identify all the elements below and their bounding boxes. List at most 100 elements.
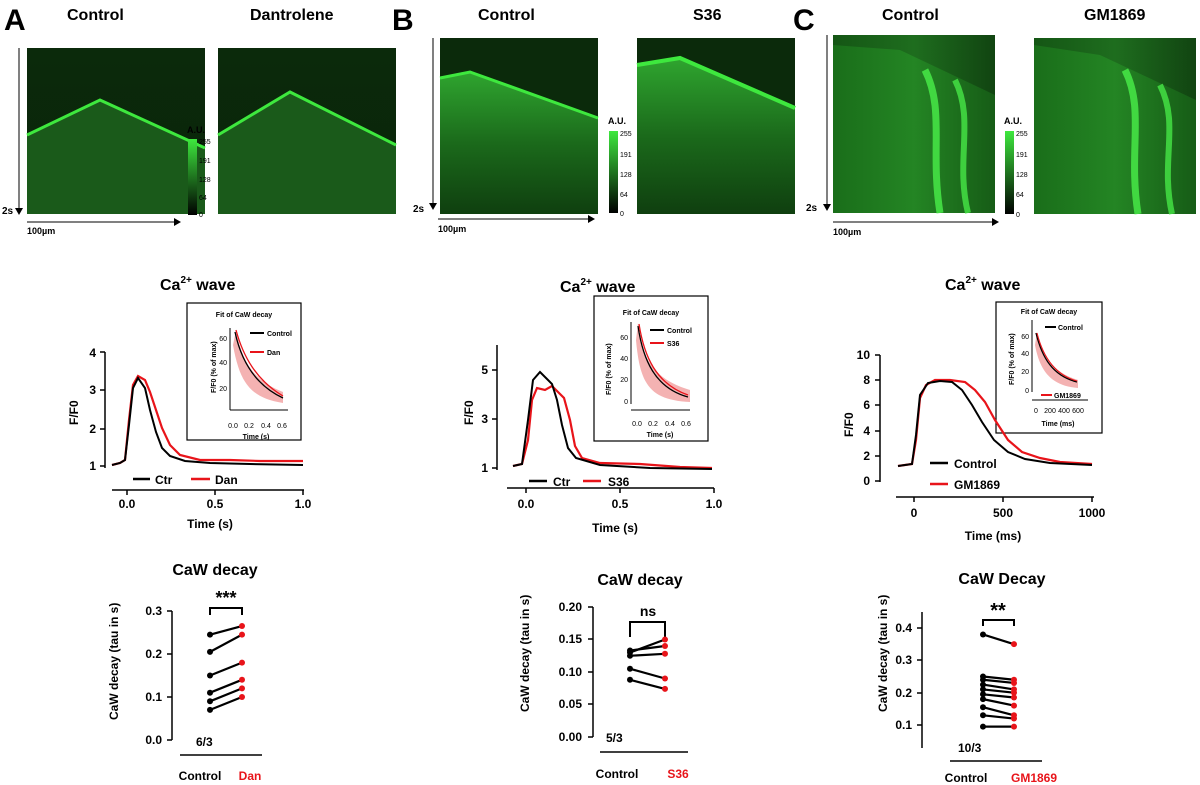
inset-xtick: 0.4 [665, 421, 675, 428]
decay-ytick: 0.10 [559, 665, 583, 679]
inset-title-b: Fit of CaW decay [623, 310, 680, 317]
space-scale-b: 100µm [438, 224, 466, 234]
significance-bracket-c [982, 619, 1015, 626]
control-point [980, 631, 986, 638]
pair-line [982, 678, 1015, 685]
colorbar-tick: 255 [620, 131, 632, 138]
colorbar-tick: 64 [1016, 192, 1024, 199]
colorbar-tick: 0 [620, 211, 624, 218]
xtick: 0.0 [518, 497, 535, 511]
xlabel-c: Time (ms) [965, 529, 1021, 543]
inset-ylabel-a: F/F0 (% of max) [211, 341, 218, 393]
treatment-point [239, 685, 245, 692]
ylabel-a: F/F0 [67, 400, 81, 425]
image-label-treatment-b: S36 [693, 7, 722, 24]
decay-ytick: 0.2 [145, 647, 162, 661]
pair-line [982, 706, 1015, 717]
inset-ytick: 20 [620, 377, 628, 384]
time-arrowhead-b [429, 203, 437, 210]
wave-axes-a: 1 2 3 4 0.0 0.5 1.0 Time (s) F/F0 Ctr Da… [67, 346, 312, 531]
linescan-control-a [26, 48, 206, 214]
ytick: 5 [481, 363, 488, 377]
n-label-a: 6/3 [196, 735, 213, 749]
decay-ytick: 0.20 [559, 600, 583, 614]
pair-line [629, 678, 666, 690]
decay-plot-a: CaW decay 0.0 0.1 0.2 0.3 CaW decay (tau… [107, 562, 262, 783]
colorbar-tick: 128 [1016, 172, 1028, 179]
colorbar-title-b: A.U. [608, 116, 626, 126]
space-scale-a: 100µm [27, 226, 55, 236]
inset-xtick: 0.6 [277, 423, 287, 430]
decay-ytick: 0.3 [895, 653, 912, 667]
significance-b: ns [640, 603, 657, 619]
inset-legend-control-c: Control [1058, 325, 1083, 332]
wave-trace-ctr-b [512, 370, 713, 470]
inset-title-a: Fit of CaW decay [216, 312, 273, 319]
wave-title-text: Ca [160, 277, 181, 294]
wave-trace-s36 [512, 384, 713, 470]
legend-ctr-b: Ctr [553, 475, 571, 489]
colorbar-tick: 0 [1016, 212, 1020, 219]
treatment-point [662, 650, 668, 657]
control-point [207, 689, 213, 696]
image-label-control-b: Control [478, 7, 535, 24]
decay-ylabel-text: CaW decay (tau in s) [107, 603, 121, 720]
inset-ytick: 60 [219, 336, 227, 343]
pair-line [982, 675, 1015, 681]
inset-xtick: 0.2 [648, 421, 658, 428]
xtick: 1.0 [295, 497, 312, 511]
ylabel-c: F/F0 [842, 412, 856, 437]
panel-a: A Control Dantrolene 2s 100µm A.U. 255 1… [2, 4, 397, 783]
significance-bracket-a [209, 607, 243, 615]
xlabel-b: Time (s) [592, 521, 638, 535]
legend-gm1869-c: GM1869 [954, 478, 1000, 492]
decay-plot-c: CaW Decay 0.1 0.2 0.3 0.4 CaW decay (tau… [876, 571, 1057, 785]
colorbar-ticks-a: 255 191 128 64 0 [199, 139, 211, 219]
ylabel-b: F/F0 [462, 400, 476, 425]
significance-a: *** [215, 588, 236, 608]
wave-title-rest: wave [592, 279, 636, 296]
treatment-point [1011, 641, 1017, 648]
xtick: 0 [911, 506, 918, 520]
linescan-control-c [833, 35, 995, 214]
colorbar-title-a: A.U. [187, 125, 205, 135]
inset-xlabel-a: Time (s) [243, 434, 270, 441]
control-point [980, 704, 986, 711]
wave-title-a: Ca2+ wave [160, 275, 236, 294]
ytick: 8 [863, 373, 870, 387]
linescan-treatment-b [636, 38, 796, 214]
legend-s36-b: S36 [608, 475, 630, 489]
wave-title-rest: wave [192, 277, 236, 294]
wave-title-sup: 2+ [180, 275, 192, 286]
wave-title-rest: wave [977, 277, 1021, 294]
inset-ytick: 60 [620, 335, 628, 342]
colorbar-tick: 0 [199, 212, 203, 219]
treatment-point [662, 636, 668, 643]
image-label-control-a: Control [67, 7, 124, 24]
linescan-treatment-a [217, 48, 397, 214]
colorbar-title-c: A.U. [1004, 116, 1022, 126]
pair-line [209, 633, 243, 653]
xtick: 1.0 [706, 497, 723, 511]
control-point [627, 676, 633, 683]
inset-band-c [1035, 332, 1078, 388]
treatment-point [239, 694, 245, 700]
panel-b: B Control S36 2s 100µm A.U. 255 191 128 … [392, 4, 796, 781]
inset-ytick: 0 [624, 399, 628, 406]
inset-band-b [636, 323, 690, 402]
decay-ytick: 0.1 [145, 690, 162, 704]
inset-xtick: 600 [1072, 408, 1084, 415]
decay-ylabel-c: CaW decay (tau in s) [876, 595, 890, 712]
pair-line [982, 698, 1015, 707]
ytick: 6 [863, 398, 870, 412]
ytick: 4 [89, 346, 96, 360]
panel-letter-b: B [392, 4, 414, 37]
ytick: 10 [857, 348, 871, 362]
pair-line [629, 644, 666, 652]
decay-xtick-treatment-a: Dan [239, 769, 262, 783]
decay-ytick: 0.05 [559, 697, 583, 711]
wave-title-c: Ca2+ wave [945, 275, 1021, 294]
control-point [980, 676, 986, 683]
decay-ylabel-text: CaW decay (tau in s) [876, 595, 890, 712]
inset-ytick: 40 [620, 356, 628, 363]
